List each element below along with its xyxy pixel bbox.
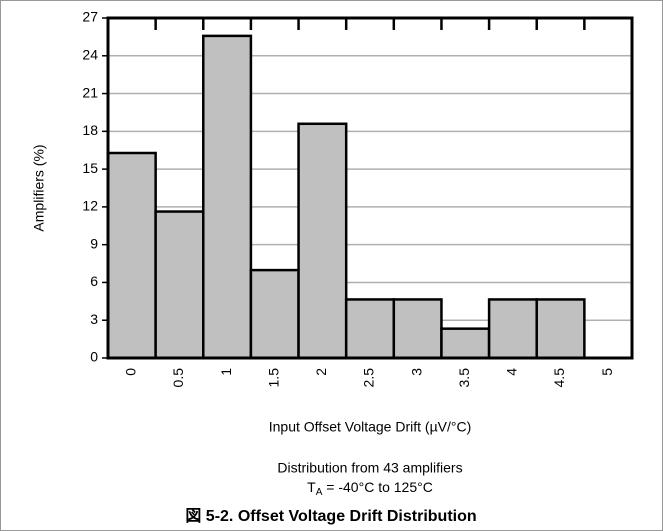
bar	[392, 298, 443, 360]
bar	[202, 34, 253, 360]
annotation: Distribution from 43 amplifiers	[277, 460, 462, 476]
x-axis-label: Input Offset Voltage Drift (µV/°C)	[269, 419, 472, 435]
x-tick-label: 0	[123, 368, 139, 376]
bar	[440, 327, 491, 360]
y-tick-label: 18	[82, 122, 98, 138]
bar	[487, 298, 538, 360]
y-tick-label: 24	[82, 46, 98, 62]
y-tick-label: 0	[90, 349, 98, 365]
x-tick-label: 3	[408, 368, 424, 376]
y-tick-label: 6	[90, 273, 98, 289]
symbol: T	[307, 479, 316, 495]
y-axis-label: Amplifiers (%)	[31, 144, 47, 231]
bar	[249, 268, 300, 360]
y-tick-label: 15	[82, 160, 98, 176]
bar	[344, 298, 396, 360]
y-tick-label: 27	[82, 9, 98, 25]
x-tick-label: 1.5	[265, 368, 281, 388]
caption: 図 5-2. Offset Voltage Drift Distribution	[185, 507, 476, 525]
bar	[535, 298, 586, 360]
x-tick-label: 5	[599, 368, 615, 376]
condition-text: = -40°C to 125°C	[322, 479, 432, 495]
y-tick-label: 9	[90, 235, 98, 251]
y-tick-label: 3	[90, 311, 98, 327]
y-tick-label: 12	[82, 198, 98, 214]
bar	[106, 151, 157, 360]
x-tick-label: 4	[504, 368, 520, 376]
subscript: A	[316, 487, 323, 498]
plot-frame	[106, 16, 634, 360]
x-tick-label: 3.5	[456, 368, 472, 388]
x-tick-label: 4.5	[551, 368, 567, 388]
condition: TA = -40°C to 125°C	[307, 479, 433, 498]
y-tick-label: 21	[82, 84, 98, 100]
x-tick-label: 0.5	[170, 368, 186, 388]
x-tick-label: 2.5	[361, 368, 377, 388]
bar	[154, 210, 205, 360]
x-tick-label: 2	[313, 368, 329, 376]
bar	[297, 122, 348, 360]
x-tick-label: 1	[218, 368, 234, 376]
